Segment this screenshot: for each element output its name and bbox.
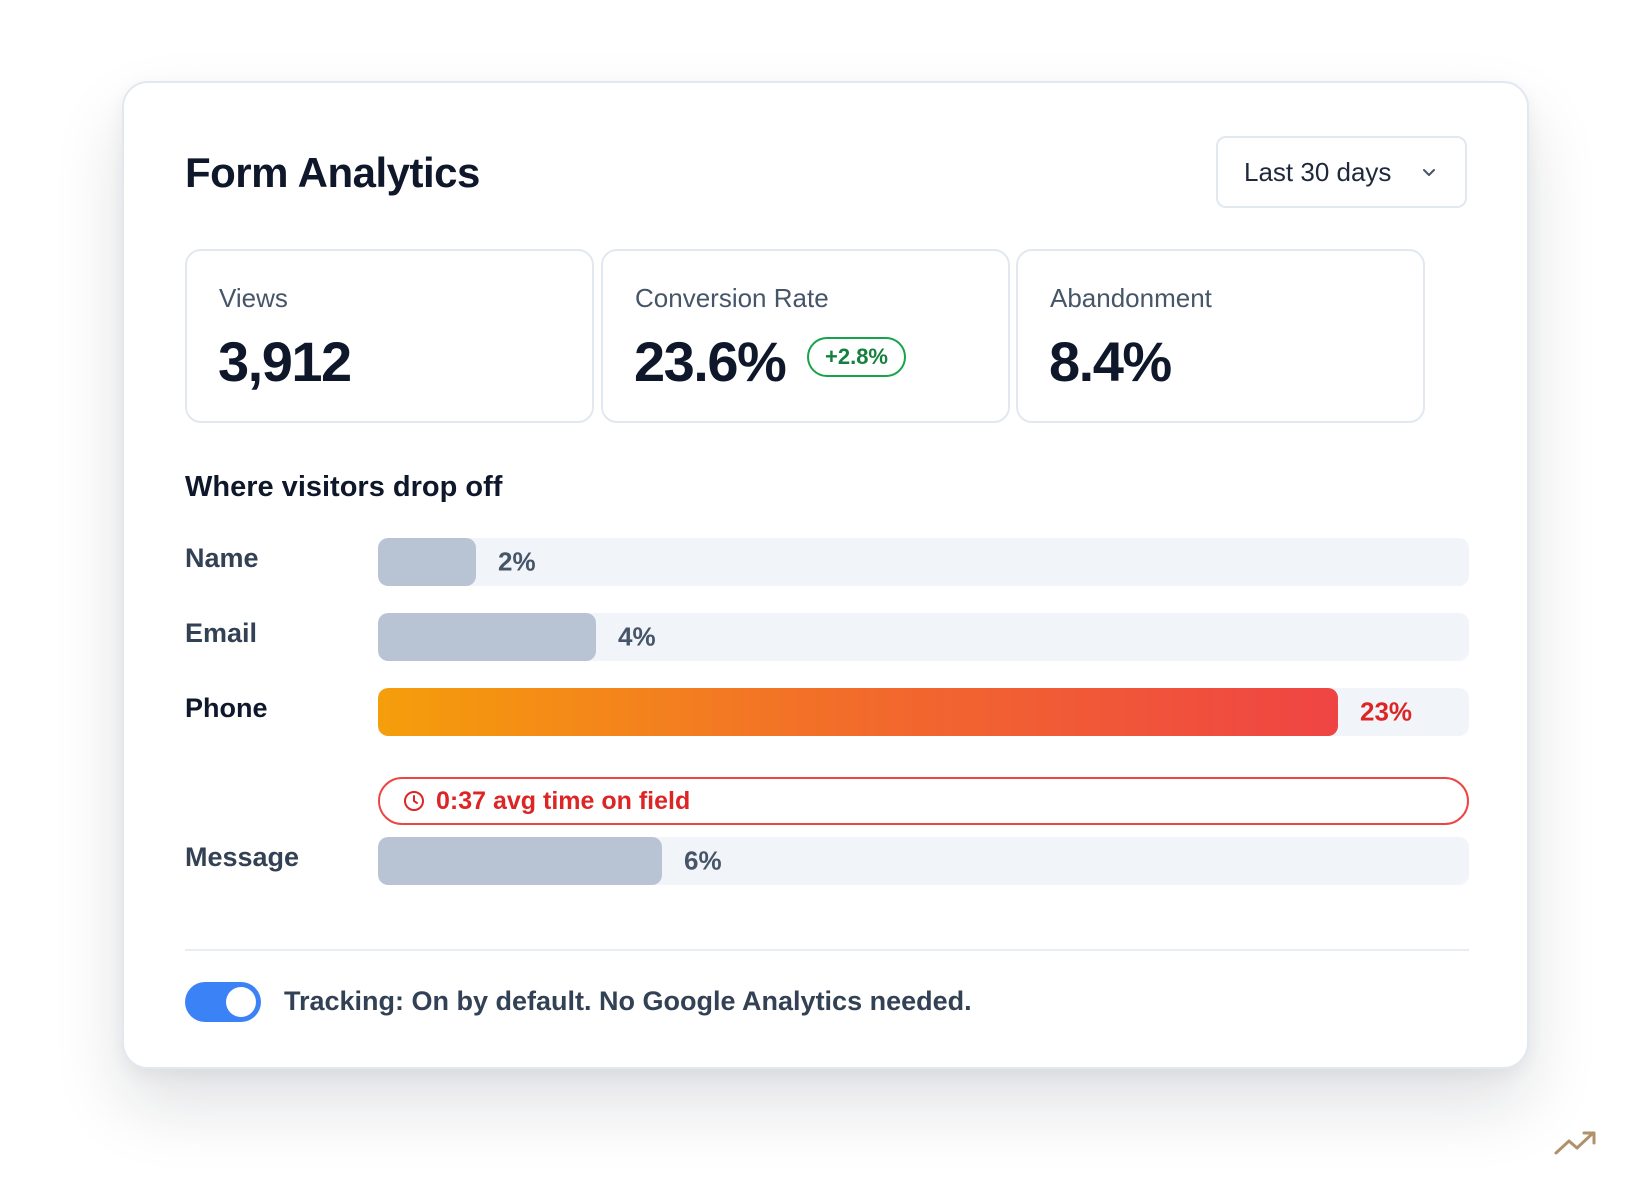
- date-range-dropdown[interactable]: Last 30 days: [1216, 136, 1467, 208]
- dropoff-percentage: 6%: [684, 845, 722, 876]
- stat-card-views: Views 3,912: [185, 249, 594, 423]
- dropoff-bar-email: 4%: [378, 613, 1469, 661]
- stat-value: 8.4%: [1049, 330, 1172, 393]
- delta-badge: +2.8%: [807, 337, 906, 377]
- tracking-description: Tracking: On by default. No Google Analy…: [284, 986, 972, 1016]
- dropoff-bar-message: 6%: [378, 837, 1469, 885]
- chevron-down-icon: [1423, 169, 1435, 176]
- page-title: Form Analytics: [185, 149, 480, 196]
- phone-time-hint: 0:37 avg time on field: [378, 777, 1469, 825]
- field-label-message: Message: [185, 842, 300, 872]
- bar-fill: [378, 538, 476, 586]
- stat-label: Abandonment: [1050, 283, 1212, 313]
- dropoff-percentage: 2%: [498, 546, 536, 577]
- stat-card-conversion-rate: Conversion Rate 23.6% +2.8%: [601, 249, 1010, 423]
- field-label-email: Email: [185, 618, 258, 648]
- trending-up-icon: [1554, 1131, 1596, 1155]
- divider: [185, 949, 1469, 951]
- stat-card-abandonment: Abandonment 8.4%: [1016, 249, 1425, 423]
- stat-label: Conversion Rate: [635, 283, 829, 313]
- dropoff-bar-phone: 23%: [378, 688, 1469, 736]
- stat-value: 23.6%: [634, 330, 787, 393]
- dropoff-percentage: 23%: [1360, 696, 1413, 727]
- stat-value: 3,912: [218, 330, 352, 393]
- dropoff-bar-name: 2%: [378, 538, 1469, 586]
- stat-label: Views: [219, 283, 288, 313]
- bar-fill: [378, 613, 596, 661]
- date-range-label: Last 30 days: [1244, 156, 1392, 187]
- tracking-toggle[interactable]: [185, 982, 261, 1022]
- dropoff-percentage: 4%: [618, 621, 656, 652]
- section-title: Where visitors drop off: [185, 471, 503, 503]
- clock-icon: [404, 791, 424, 811]
- field-label-phone: Phone: [185, 693, 268, 723]
- form-analytics-card: Form Analytics Last 30 days Views 3,912 …: [122, 81, 1529, 1069]
- hint-text: 0:37 avg time on field: [436, 786, 691, 815]
- bar-fill: [378, 688, 1338, 736]
- bar-fill: [378, 837, 662, 885]
- toggle-knob: [226, 987, 256, 1017]
- field-label-name: Name: [185, 543, 259, 573]
